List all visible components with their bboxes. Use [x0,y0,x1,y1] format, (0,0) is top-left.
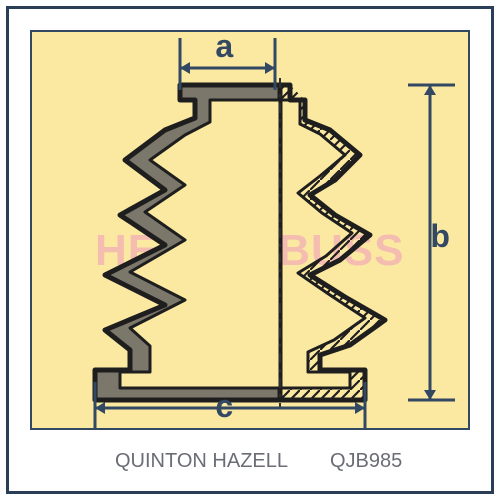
part-number-text: QJB985 [330,450,402,473]
diagram-frame: HERTH+BUSS a b c QUINTON HAZELL QJB985 [0,0,500,500]
dimension-label-c: c [215,388,233,425]
schematic-svg [0,0,500,500]
manufacturer-text: QUINTON HAZELL [115,450,288,473]
dimension-label-a: a [215,28,233,65]
dimension-label-b: b [430,218,450,255]
